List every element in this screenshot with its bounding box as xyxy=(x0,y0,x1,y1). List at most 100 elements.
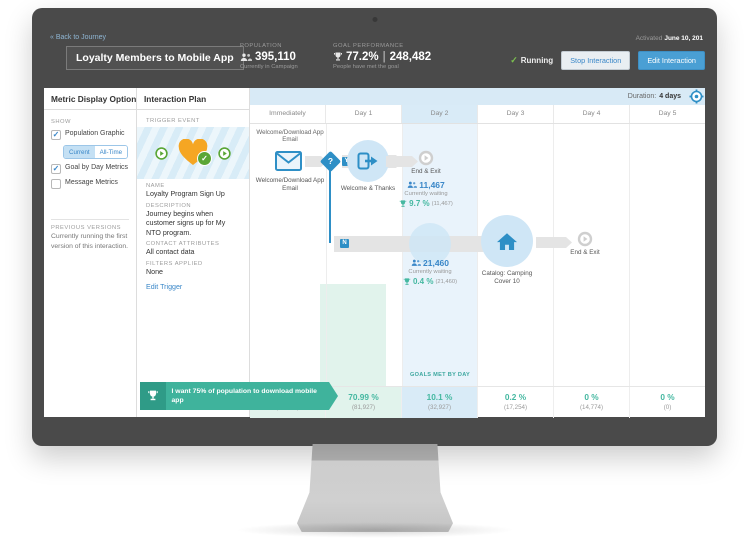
connector-arrow xyxy=(386,156,418,167)
envelope-icon xyxy=(275,151,302,171)
stop-interaction-button[interactable]: Stop Interaction xyxy=(561,51,631,70)
name-label: NAME xyxy=(146,183,165,189)
column-divider xyxy=(326,124,327,386)
population-sub: Currently in Campaign xyxy=(240,64,298,70)
play-icon xyxy=(155,146,168,160)
description-label: DESCRIPTION xyxy=(146,202,192,209)
trophy-icon xyxy=(147,390,159,402)
checkbox-checked-icon[interactable] xyxy=(51,164,61,174)
column-divider xyxy=(629,124,630,386)
duration-label: Duration: xyxy=(627,93,657,100)
checkbox-checked-icon[interactable] xyxy=(51,130,61,140)
catalog-node[interactable] xyxy=(481,215,533,267)
no-branch-tag: N xyxy=(340,239,349,248)
filters-applied-label: FILTERS APPLIED xyxy=(146,260,203,267)
people-icon xyxy=(240,53,252,61)
contact-attributes-value: All contact data xyxy=(146,248,195,257)
option-label: Goal by Day Metrics xyxy=(65,164,129,171)
edit-interaction-button[interactable]: Edit Interaction xyxy=(638,51,705,70)
check-icon: ✓ xyxy=(510,55,518,65)
trigger-event-label: TRIGGER EVENT xyxy=(146,118,200,124)
goal-sub: People have met the goal xyxy=(333,64,399,70)
checkbox-unchecked-icon[interactable] xyxy=(51,179,61,189)
column-header-day2[interactable]: Day 2 xyxy=(402,105,478,123)
goal-performance-label: GOAL PERFORMANCE xyxy=(333,43,404,49)
column-header-day5[interactable]: Day 5 xyxy=(658,110,677,117)
catalog-caption: Catalog: Camping Cover 10 xyxy=(481,270,533,286)
back-to-journey-link[interactable]: « Back to Journey xyxy=(50,34,107,41)
population-bar-day1 xyxy=(320,284,386,386)
email-activity-caption: Welcome/Download App Email xyxy=(255,177,325,193)
show-label: SHOW xyxy=(51,119,72,125)
toggle-alltime[interactable]: All-Time xyxy=(94,146,128,158)
metric-display-panel: Metric Display Option SHOW Population Gr… xyxy=(44,88,137,417)
toggle-current[interactable]: Current xyxy=(64,146,95,158)
option-goal-by-day-metrics[interactable]: Goal by Day Metrics xyxy=(51,164,129,174)
people-icon xyxy=(411,259,421,266)
end-exit-caption: End & Exit xyxy=(411,168,441,175)
population-stat: POPULATION 395,110 Currently in Campaign xyxy=(240,43,298,70)
monitor-frame: « Back to Journey Loyalty Members to Mob… xyxy=(32,8,717,446)
people-icon xyxy=(407,181,418,188)
end-exit-icon[interactable] xyxy=(418,150,434,166)
branch-connector-line xyxy=(329,168,331,243)
trophy-icon xyxy=(334,52,342,61)
population-label: POPULATION xyxy=(240,43,282,49)
edit-trigger-link[interactable]: Edit Trigger xyxy=(146,283,183,292)
metric-display-title: Metric Display Option xyxy=(44,88,136,110)
current-alltime-toggle[interactable]: Current All-Time xyxy=(63,145,129,159)
column-header-immediately[interactable]: Immediately xyxy=(250,105,326,123)
goal-total: (11,467) xyxy=(431,200,453,207)
metric-cell-day1: 70.99 % (81,927) xyxy=(326,387,402,418)
waiting-sub: Currently waiting xyxy=(404,191,448,197)
stand-shadow xyxy=(235,522,515,538)
activated-date: Activated June 10, 201 xyxy=(635,35,703,42)
column-header-day1[interactable]: Day 1 xyxy=(326,105,402,123)
goal-performance-stat: GOAL PERFORMANCE 77.2% | 248,482 People … xyxy=(333,43,431,70)
goal-count: 248,482 xyxy=(389,51,432,63)
goal-banner-text: I want 75% of population to download mob… xyxy=(171,387,317,404)
metric-cell-day4: 0 % (14,774) xyxy=(554,387,630,418)
waiting-count: 21,460 xyxy=(423,258,449,268)
contact-attributes-label: CONTACT ATTRIBUTES xyxy=(146,241,220,248)
timeline-column-headers: Immediately Day 1 Day 2 Day 3 Day 4 Day … xyxy=(250,105,705,124)
trigger-description: Journey begins when customer signs up fo… xyxy=(146,209,226,237)
waiting-count: 11,467 xyxy=(419,180,445,190)
play-icon xyxy=(218,146,231,160)
welcome-thanks-caption: Welcome & Thanks xyxy=(340,185,396,192)
column-header-day4[interactable]: Day 4 xyxy=(554,105,630,123)
journey-canvas: Welcome/Download App Email Welcome/Downl… xyxy=(250,124,705,387)
goal-separator: | xyxy=(382,51,386,63)
option-label: Message Metrics xyxy=(65,179,118,186)
goal-total: (21,460) xyxy=(435,278,458,285)
wait-node-day2[interactable] xyxy=(409,223,451,265)
column-divider xyxy=(553,124,554,386)
metric-cell-day2: 10.1 % (32,927) xyxy=(402,387,478,418)
column-header-day3[interactable]: Day 3 xyxy=(478,105,554,123)
goal-pct: 9.7 % xyxy=(409,199,430,208)
end-exit-icon[interactable] xyxy=(577,231,593,247)
option-population-graphic[interactable]: Population Graphic xyxy=(51,130,129,140)
metric-cell-day3: 0.2 % (17,254) xyxy=(478,387,554,418)
interaction-plan-title: Interaction Plan xyxy=(137,88,249,110)
timeline-panel: Duration: 4 days Immediately Day 1 Day 2… xyxy=(250,88,705,418)
gear-icon[interactable] xyxy=(689,89,704,104)
trophy-icon xyxy=(403,277,411,285)
divider xyxy=(51,219,129,220)
trophy-icon xyxy=(399,199,407,207)
welcome-thanks-node[interactable] xyxy=(347,140,389,182)
house-icon xyxy=(496,232,518,250)
wait-metrics-1: 11,467 Currently waiting 9.7 % (11,467) xyxy=(384,180,468,208)
check-badge-icon: ✓ xyxy=(197,151,212,166)
wait-metrics-2: 21,460 Currently waiting 0.4 % (21,460) xyxy=(388,258,472,286)
column-divider xyxy=(402,124,403,386)
option-label: Population Graphic xyxy=(65,130,125,137)
population-value: 395,110 xyxy=(255,51,296,63)
option-message-metrics[interactable]: Message Metrics xyxy=(51,179,129,189)
end-exit-caption: End & Exit xyxy=(570,249,600,256)
mobile-push-icon xyxy=(357,152,378,170)
duration-bar: Duration: 4 days xyxy=(250,88,705,105)
email-activity-node[interactable] xyxy=(275,151,302,171)
trigger-event-graphic[interactable]: ✓ xyxy=(137,127,249,179)
goal-banner: I want 75% of population to download mob… xyxy=(140,382,338,410)
